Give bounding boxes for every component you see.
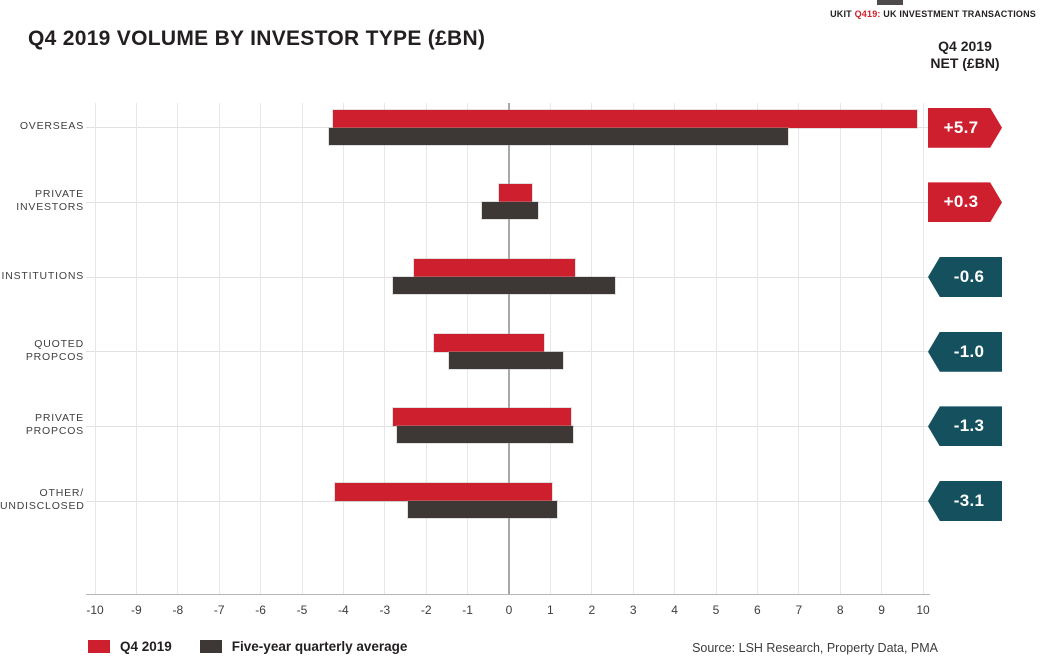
tagline-prefix: UKIT — [830, 9, 855, 19]
bar-five-year-average — [397, 426, 574, 444]
legend-swatch-five-year-average — [199, 640, 222, 653]
legend-label-five-year-average: Five-year quarterly average — [231, 639, 408, 654]
x-axis-line — [86, 594, 930, 595]
vertical-gridline — [260, 103, 262, 594]
vertical-gridline — [549, 103, 551, 594]
net-header-line1: Q4 2019 — [938, 38, 992, 54]
vertical-gridline — [425, 103, 427, 594]
bar-q4-2019 — [498, 184, 532, 203]
x-tick-label: -5 — [296, 603, 308, 617]
category-label: INSTITUTIONS — [0, 270, 84, 283]
x-tick-label: -6 — [255, 603, 266, 617]
report-tagline: UKIT Q419: UK INVESTMENT TRANSACTIONS — [830, 9, 1036, 19]
category-label-line: UNDISCLOSED — [0, 500, 85, 513]
category-label-line: PROPCOS — [25, 350, 84, 363]
legend-swatch-q4-2019 — [88, 640, 110, 653]
tagline-suffix: UK INVESTMENT TRANSACTIONS — [880, 9, 1036, 19]
net-badge-positive: +0.3 — [928, 182, 1002, 223]
x-tick-label: -7 — [213, 603, 225, 617]
vertical-gridline — [384, 103, 386, 594]
category-label: QUOTED PROPCOS — [0, 338, 84, 364]
bar-q4-2019 — [413, 259, 576, 278]
x-tick-label: -9 — [131, 603, 142, 617]
x-tick-label: 4 — [671, 603, 678, 617]
legend-label-q4-2019: Q4 2019 — [120, 639, 172, 654]
category-label: PRIVATE PROPCOS — [0, 412, 84, 438]
bar-five-year-average — [482, 202, 538, 220]
net-header-line2: NET (£BN) — [930, 55, 1000, 71]
x-tick-label: -3 — [379, 603, 391, 617]
category-label-line: PROPCOS — [25, 425, 84, 438]
net-badge-positive: +5.7 — [928, 107, 1002, 148]
legend-item-q4-2019: Q4 2019 — [88, 639, 172, 654]
vertical-gridline — [839, 103, 841, 594]
category-label: PRIVATE INVESTORS — [0, 188, 84, 214]
category-label-line: OTHER/ — [39, 487, 84, 500]
bar-q4-2019 — [335, 483, 553, 502]
x-tick-label: 1 — [547, 603, 554, 617]
vertical-gridline — [881, 103, 883, 594]
category-label-line: PRIVATE — [35, 412, 84, 425]
x-tick-label: 7 — [795, 603, 803, 617]
category-label-line: QUOTED — [34, 337, 84, 350]
tagline-code: Q419: — [854, 9, 881, 19]
vertical-gridline — [756, 103, 758, 594]
bar-five-year-average — [407, 501, 557, 519]
vertical-gridline — [342, 103, 344, 594]
vertical-gridline — [177, 103, 179, 594]
bar-q4-2019 — [333, 109, 917, 128]
vertical-gridline — [674, 103, 676, 594]
bar-q4-2019 — [393, 408, 572, 427]
vertical-gridline — [135, 103, 137, 594]
x-tick-label: -10 — [86, 603, 104, 617]
vertical-gridline — [922, 103, 924, 594]
bar-five-year-average — [448, 351, 563, 369]
vertical-gridline — [798, 103, 800, 594]
net-badge-negative: -1.3 — [928, 406, 1002, 447]
x-tick-label: 5 — [712, 603, 720, 617]
vertical-gridline — [301, 103, 303, 594]
x-tick-label: 8 — [836, 603, 844, 617]
category-label-line: INVESTORS — [16, 201, 84, 214]
chart-title: Q4 2019 VOLUME BY INVESTOR TYPE (£BN) — [28, 27, 486, 50]
legend: Q4 2019 Five-year quarterly average — [88, 639, 407, 654]
x-tick-label: -2 — [420, 603, 432, 617]
source-note: Source: LSH Research, Property Data, PMA — [692, 641, 938, 655]
net-badge-negative: -1.0 — [928, 331, 1002, 372]
category-label-line: PRIVATE — [35, 188, 84, 201]
category-label: OVERSEAS — [0, 120, 84, 133]
bar-five-year-average — [328, 127, 789, 145]
vertical-gridline — [218, 103, 220, 594]
net-badge-negative: -3.1 — [928, 481, 1002, 522]
x-tick-label: 6 — [754, 603, 761, 617]
bar-q4-2019 — [434, 333, 545, 352]
vertical-gridline — [591, 103, 593, 594]
x-tick-label: -8 — [172, 603, 184, 617]
x-tick-label: -1 — [462, 603, 473, 617]
net-badge-negative: -0.6 — [928, 257, 1002, 298]
category-label-line: OVERSEAS — [19, 120, 84, 133]
x-tick-label: -4 — [338, 603, 349, 617]
vertical-gridline — [632, 103, 634, 594]
x-tick-label: 3 — [629, 603, 637, 617]
legend-item-five-year-average: Five-year quarterly average — [199, 639, 408, 654]
x-tick-label: 10 — [916, 603, 930, 617]
category-label-line: INSTITUTIONS — [1, 269, 84, 282]
bar-five-year-average — [393, 277, 615, 295]
x-tick-label: 9 — [878, 603, 885, 617]
vertical-gridline — [94, 103, 96, 594]
category-label: OTHER/UNDISCLOSED — [0, 487, 84, 513]
x-tick-label: 0 — [505, 603, 513, 617]
net-column-header: Q4 2019 NET (£BN) — [895, 38, 1035, 72]
vertical-gridline — [715, 103, 717, 594]
x-tick-label: 2 — [588, 603, 596, 617]
top-edge-mark — [877, 0, 903, 5]
